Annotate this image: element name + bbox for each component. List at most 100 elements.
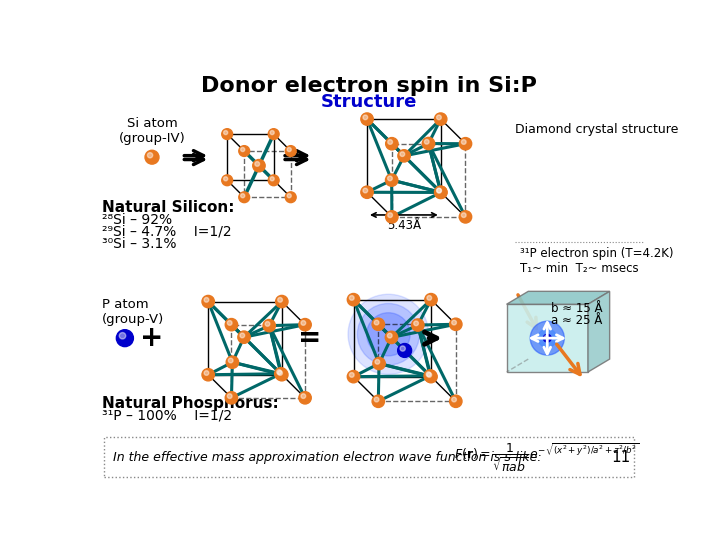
Circle shape [285,146,296,157]
Circle shape [278,298,282,302]
Circle shape [222,175,233,186]
Circle shape [437,188,441,193]
Circle shape [366,313,410,356]
Text: ³¹P – 100%    I=1/2: ³¹P – 100% I=1/2 [102,409,232,423]
Circle shape [204,298,209,302]
Circle shape [120,333,126,339]
Circle shape [202,369,215,381]
Text: a ≈ 25 Å: a ≈ 25 Å [551,314,603,327]
Circle shape [287,147,292,152]
Circle shape [228,321,232,325]
Circle shape [373,357,385,370]
Text: Si atom
(group-IV): Si atom (group-IV) [119,117,185,145]
Text: Natural Silicon:: Natural Silicon: [102,200,234,214]
Circle shape [224,177,228,181]
Circle shape [299,319,311,331]
Circle shape [240,333,245,338]
Circle shape [239,192,250,202]
Circle shape [451,320,456,325]
Circle shape [357,303,419,365]
Text: Natural Phosphorus:: Natural Phosphorus: [102,396,279,411]
Circle shape [225,319,238,331]
Circle shape [270,131,274,134]
Polygon shape [507,292,610,304]
Circle shape [435,186,447,199]
Circle shape [425,370,437,383]
Circle shape [276,295,288,308]
Polygon shape [588,292,610,372]
Circle shape [544,334,551,342]
Circle shape [240,194,245,198]
Circle shape [225,392,238,404]
Circle shape [397,343,412,357]
Circle shape [462,213,466,218]
Circle shape [412,319,424,331]
Text: =: = [297,324,321,352]
Circle shape [449,395,462,408]
Text: ²⁸Si – 92%: ²⁸Si – 92% [102,213,172,227]
Circle shape [427,295,431,300]
Circle shape [347,370,360,383]
Circle shape [398,150,410,162]
Circle shape [278,370,282,375]
Text: $F(\mathbf{r}) = \dfrac{1}{\sqrt{\pi ab}}\,e^{-\sqrt{(x^2+y^2)/a^2+z^2/b^2}}$: $F(\mathbf{r}) = \dfrac{1}{\sqrt{\pi ab}… [454,441,639,474]
Circle shape [374,320,379,325]
Circle shape [449,318,462,330]
Circle shape [372,395,384,408]
Circle shape [545,335,548,339]
Circle shape [427,373,431,377]
Circle shape [423,137,435,150]
Circle shape [204,370,209,375]
Circle shape [530,321,564,355]
Circle shape [361,186,373,198]
Circle shape [414,321,418,326]
Circle shape [434,186,447,198]
Text: 5.43Å: 5.43Å [387,219,421,232]
Circle shape [386,211,398,223]
Circle shape [301,394,306,399]
Circle shape [276,370,282,374]
Circle shape [400,346,405,351]
Circle shape [240,147,245,152]
Text: b ≈ 15 Å: b ≈ 15 Å [551,302,603,315]
Circle shape [388,213,392,218]
Circle shape [385,331,397,343]
FancyBboxPatch shape [104,437,634,477]
Circle shape [538,329,557,347]
Circle shape [263,320,276,332]
Circle shape [459,138,472,150]
Text: Diamond crystal structure: Diamond crystal structure [515,123,678,136]
Circle shape [451,397,456,402]
Circle shape [228,394,232,399]
Circle shape [285,192,296,202]
Circle shape [349,373,354,377]
Circle shape [434,113,447,125]
Circle shape [347,293,360,306]
Circle shape [117,330,133,347]
Circle shape [436,188,441,193]
Circle shape [299,392,311,404]
Circle shape [462,140,466,144]
Circle shape [385,174,398,186]
Circle shape [375,360,379,364]
Circle shape [276,369,288,381]
Circle shape [374,397,379,402]
Circle shape [387,333,392,338]
Circle shape [426,372,431,376]
Text: ³¹P electron spin (T=4.2K)
T₁~ min  T₂~ msecs: ³¹P electron spin (T=4.2K) T₁~ min T₂~ m… [520,247,674,274]
Circle shape [372,318,384,330]
Circle shape [269,129,279,139]
Text: Structure: Structure [321,92,417,111]
Circle shape [363,188,368,193]
Circle shape [202,295,215,308]
Circle shape [270,177,274,181]
Text: 11: 11 [612,450,631,465]
Circle shape [301,321,306,325]
Circle shape [228,358,233,363]
Polygon shape [507,304,588,372]
Circle shape [387,176,392,181]
Circle shape [361,113,373,125]
Circle shape [145,150,159,164]
Circle shape [424,139,429,144]
Circle shape [226,356,238,368]
